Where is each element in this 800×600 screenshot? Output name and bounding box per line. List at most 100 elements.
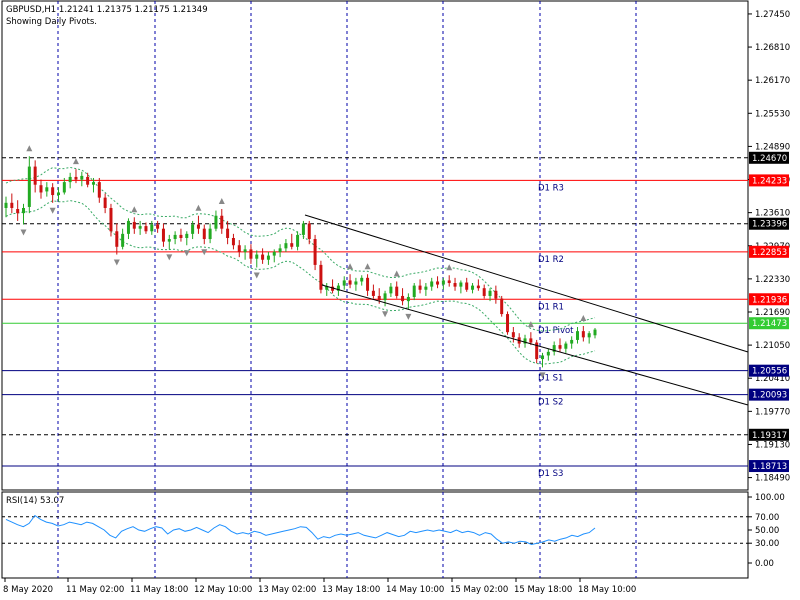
fractal-up-marker xyxy=(26,145,33,152)
candle-body xyxy=(126,220,130,234)
time-tick-label: 15 May 02:00 xyxy=(450,585,508,595)
candle-body xyxy=(377,295,381,301)
fractal-up-marker xyxy=(580,314,587,321)
fractal-down-marker xyxy=(405,313,412,320)
time-tick-label: 11 May 02:00 xyxy=(66,585,124,595)
rsi-line xyxy=(5,514,596,546)
chart-header: GBPUSD,H1 1.21241 1.21375 1.21175 1.2134… xyxy=(6,5,208,15)
candle-body xyxy=(342,280,346,286)
dashed-level-box xyxy=(749,217,789,230)
candle-body xyxy=(21,207,25,214)
candle-body xyxy=(570,339,574,344)
candle-body xyxy=(529,338,533,343)
candle-body xyxy=(371,290,375,296)
time-tick-label: 18 May 10:00 xyxy=(578,585,636,595)
rsi-tick-label: 100.00 xyxy=(755,493,785,503)
candle-body xyxy=(500,298,504,315)
pivot-label: D1 S2 xyxy=(538,398,563,408)
candle-body xyxy=(208,228,212,240)
candle-body xyxy=(319,264,323,290)
candle-body xyxy=(74,176,78,180)
candle-body xyxy=(325,286,329,290)
pivot-label: D1 S1 xyxy=(538,374,563,384)
candle-body xyxy=(476,285,480,289)
pivot-label: D1 R3 xyxy=(538,183,564,193)
candle-body xyxy=(447,280,451,284)
candle-body xyxy=(488,290,492,296)
time-tick-label: 12 May 10:00 xyxy=(194,585,252,595)
candle-body xyxy=(313,239,317,265)
pivot-price-label: 1.22853 xyxy=(752,248,787,258)
price-tick-label: 1.26810 xyxy=(755,43,790,53)
pivot-price-label: 1.18713 xyxy=(752,462,787,472)
candle-body xyxy=(465,282,469,290)
candle-body xyxy=(121,233,125,247)
candle-body xyxy=(401,295,405,302)
candle-body xyxy=(167,239,171,242)
candle-body xyxy=(354,281,358,285)
candle-body xyxy=(191,224,195,234)
candle-body xyxy=(284,243,288,249)
candle-body xyxy=(389,286,393,294)
candle-body xyxy=(366,277,370,291)
candle-body xyxy=(395,286,399,296)
candle-body xyxy=(266,255,270,260)
price-tick-label: 1.19130 xyxy=(755,440,790,450)
rsi-tick-label: 70.00 xyxy=(755,513,779,523)
dashed-level-label: 1.19317 xyxy=(752,431,787,441)
fractal-down-marker xyxy=(49,207,56,214)
candle-body xyxy=(144,226,148,232)
envelope-upper xyxy=(5,166,596,332)
candle-body xyxy=(558,345,562,349)
candle-body xyxy=(255,254,259,259)
candle-body xyxy=(243,249,247,252)
candle-body xyxy=(278,248,282,252)
candle-body xyxy=(552,345,556,352)
candle-body xyxy=(156,224,160,229)
fractal-up-marker xyxy=(364,263,371,270)
dashed-level-label: 1.23396 xyxy=(752,220,787,230)
price-tick-label: 1.22330 xyxy=(755,275,790,285)
fractal-up-marker xyxy=(393,270,400,277)
fractal-up-marker xyxy=(195,204,202,211)
candle-body xyxy=(138,226,142,229)
pivot-label: D1 Pivot xyxy=(538,326,574,336)
candle-body xyxy=(231,237,235,246)
pivot-price-box xyxy=(749,460,789,473)
candle-body xyxy=(412,285,416,297)
candle-body xyxy=(185,233,189,238)
candle-body xyxy=(202,228,206,240)
time-tick-label: 13 May 02:00 xyxy=(258,585,316,595)
fractal-down-marker xyxy=(113,259,120,266)
candle-body xyxy=(459,282,463,287)
pivot-price-label: 1.20556 xyxy=(752,367,787,377)
candle-body xyxy=(535,342,539,360)
candle-body xyxy=(91,182,95,185)
candle-body xyxy=(214,215,218,229)
time-tick-label: 15 May 18:00 xyxy=(514,585,572,595)
candle-body xyxy=(161,228,165,242)
pivot-price-label: 1.24233 xyxy=(752,176,787,186)
candle-body xyxy=(51,187,55,196)
candle-body xyxy=(103,197,107,208)
candle-body xyxy=(68,176,72,183)
price-tick-label: 1.18490 xyxy=(755,474,790,484)
fractal-down-marker xyxy=(382,311,389,318)
candle-body xyxy=(237,245,241,252)
candle-body xyxy=(56,192,60,196)
candle-body xyxy=(4,202,8,208)
rsi-tick-label: 30.00 xyxy=(755,539,779,549)
candle-body xyxy=(576,331,580,340)
candle-body xyxy=(173,234,177,240)
candle-body xyxy=(80,175,84,180)
candle-body xyxy=(109,207,113,232)
candle-body xyxy=(453,283,457,287)
candle-body xyxy=(220,215,224,229)
pivot-price-label: 1.21473 xyxy=(752,319,787,329)
candle-body xyxy=(27,166,31,207)
price-tick-label: 1.23610 xyxy=(755,209,790,219)
candle-body xyxy=(383,293,387,301)
price-tick-label: 1.27450 xyxy=(755,10,790,20)
candle-body xyxy=(115,231,119,247)
